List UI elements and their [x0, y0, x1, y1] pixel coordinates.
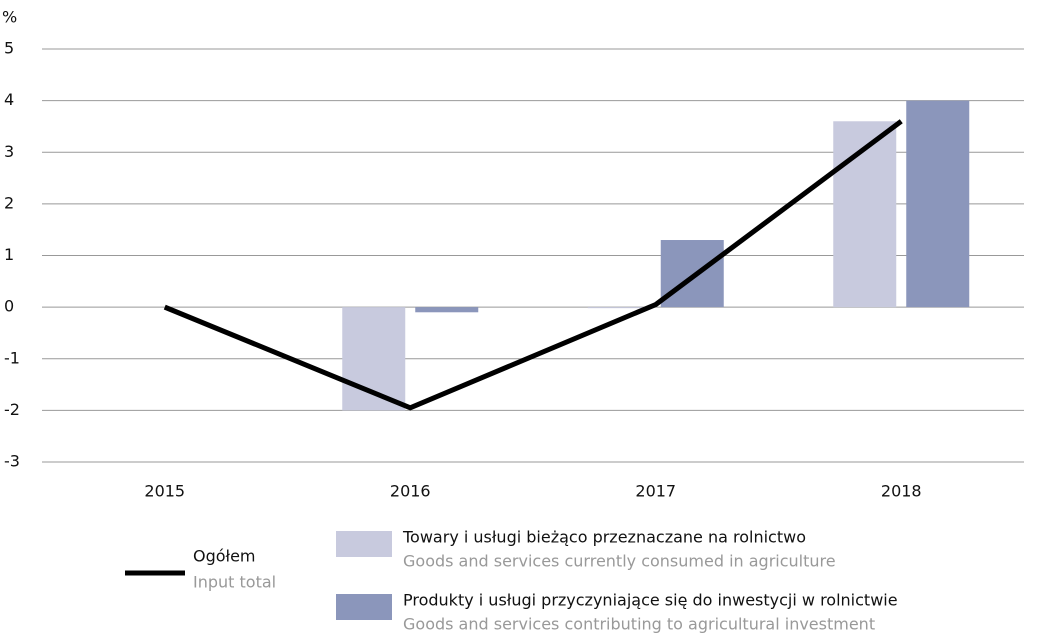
y-axis-label: %	[2, 8, 17, 27]
y-tick-label: -1	[4, 348, 20, 367]
x-tick-label: 2018	[881, 482, 922, 501]
bar	[660, 240, 724, 308]
y-tick-label: -3	[4, 452, 20, 471]
bar	[906, 100, 970, 308]
legend-label-en: Goods and services contributing to agric…	[403, 615, 875, 633]
legend-label-en: Goods and services currently consumed in…	[403, 552, 836, 571]
y-tick-label: 4	[4, 90, 14, 109]
y-tick-label: -2	[4, 400, 20, 419]
legend-label: Produkty i usługi przyczyniające się do …	[403, 591, 898, 610]
legend-label-en: Input total	[193, 573, 276, 592]
y-tick-label: 3	[4, 142, 14, 161]
legend-swatch	[336, 594, 392, 620]
y-tick-label: 5	[4, 39, 14, 58]
x-tick-label: 2016	[390, 482, 431, 501]
x-tick-label: 2017	[635, 482, 676, 501]
line	[163, 119, 903, 411]
bar	[415, 307, 479, 313]
legend-label: Towary i usługi bieżąco przeznaczane na …	[402, 528, 806, 547]
legend-swatch	[336, 531, 392, 557]
x-tick-label: 2015	[144, 482, 185, 501]
y-tick-label: 2	[4, 193, 14, 212]
y-tick-label: 0	[4, 297, 14, 316]
y-tick-label: 1	[4, 245, 14, 264]
legend-label: Ogółem	[193, 547, 256, 566]
bar	[833, 121, 897, 308]
bar	[587, 307, 651, 309]
